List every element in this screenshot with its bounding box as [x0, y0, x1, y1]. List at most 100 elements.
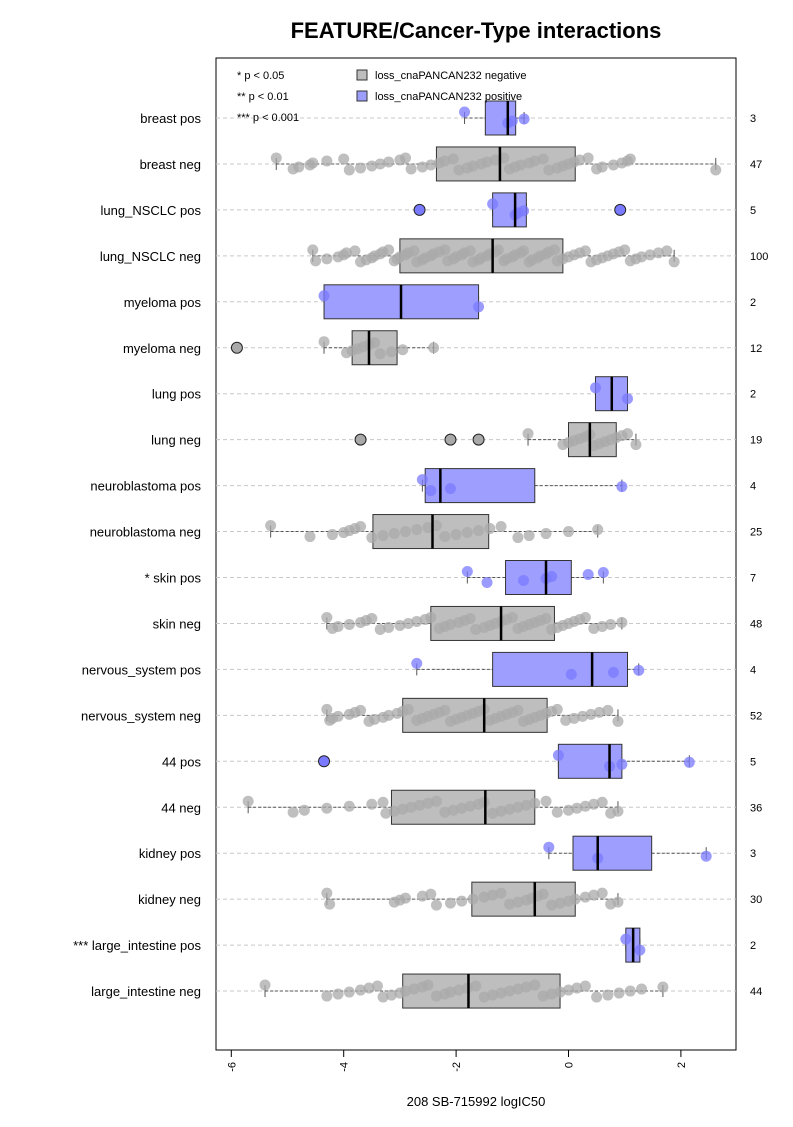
data-point [321, 155, 333, 167]
data-point [512, 896, 524, 908]
data-point [444, 897, 456, 909]
data-point [495, 521, 507, 533]
data-point [622, 393, 634, 405]
row-label: nervous_system neg [81, 708, 201, 723]
data-point [540, 795, 552, 807]
data-point [612, 715, 624, 727]
chart-title: FEATURE/Cancer-Type interactions [291, 18, 662, 43]
data-point [408, 983, 420, 995]
data-point [332, 988, 344, 1000]
data-point [470, 623, 482, 635]
data-point [374, 158, 386, 170]
data-point [385, 989, 397, 1001]
data-point [577, 710, 589, 722]
row-label: 44 pos [162, 754, 202, 769]
data-point [402, 703, 414, 715]
row-label: kidney neg [138, 892, 201, 907]
data-point [612, 896, 624, 908]
data-point [439, 155, 451, 167]
data-point [411, 615, 423, 627]
row-label: nervous_system pos [82, 662, 202, 677]
data-point [554, 986, 566, 998]
data-point [467, 893, 479, 905]
data-point [425, 888, 437, 900]
data-point [326, 529, 338, 541]
data-point [338, 153, 350, 165]
data-point [636, 251, 648, 263]
x-tick-label: 0 [564, 1062, 576, 1068]
data-point [343, 986, 355, 998]
data-point [383, 621, 395, 633]
data-point [416, 161, 428, 173]
data-point [422, 979, 434, 991]
data-point [405, 163, 417, 175]
data-point [332, 710, 344, 722]
row-count: 5 [750, 205, 756, 217]
data-point [453, 984, 465, 996]
significance-key-item: * p < 0.05 [237, 70, 284, 82]
data-point [506, 115, 518, 127]
data-point [453, 164, 465, 176]
outlier-point [444, 433, 457, 446]
data-point [461, 566, 473, 577]
data-point [495, 887, 507, 899]
data-point [425, 159, 437, 171]
row-label: neuroblastoma neg [90, 525, 201, 540]
data-point [444, 618, 456, 630]
data-point [411, 657, 423, 669]
data-point [518, 205, 530, 217]
data-point [439, 244, 451, 256]
data-point [484, 523, 496, 535]
row-count: 3 [750, 848, 756, 860]
row-label: kidney pos [139, 846, 202, 861]
row-label: skin neg [153, 616, 201, 631]
data-point [377, 796, 389, 808]
data-point [371, 980, 383, 992]
row-count: 2 [750, 297, 756, 309]
data-point [540, 528, 552, 540]
data-point [298, 804, 310, 816]
data-point [439, 704, 451, 716]
data-point [428, 342, 440, 354]
data-point [307, 244, 319, 256]
x-tick-label: -2 [451, 1062, 463, 1072]
data-point [408, 245, 420, 257]
data-point [551, 703, 563, 715]
x-axis-label: 208 SB-715992 logIC50 [407, 1094, 546, 1109]
data-point [385, 346, 397, 358]
data-point [602, 704, 614, 716]
data-point [624, 985, 636, 997]
significance-key-item: *** p < 0.001 [237, 112, 299, 124]
data-point [588, 622, 600, 634]
data-point [591, 991, 603, 1003]
data-point [661, 245, 673, 257]
data-point [579, 245, 591, 257]
data-point [422, 797, 434, 809]
row-label: lung_NSCLC neg [100, 249, 201, 264]
data-point [355, 521, 367, 533]
data-point [518, 113, 530, 125]
data-point [512, 983, 524, 995]
data-point [596, 887, 608, 899]
data-point [622, 428, 634, 440]
data-point [400, 152, 412, 164]
data-point [481, 156, 493, 168]
data-point [492, 244, 504, 256]
data-point [616, 481, 628, 493]
data-point [518, 575, 530, 586]
box-positive [572, 835, 653, 871]
data-point [447, 804, 459, 816]
data-point [388, 805, 400, 817]
outlier-point [413, 203, 426, 216]
row-label: lung neg [151, 433, 201, 448]
x-tick-label: -6 [226, 1062, 238, 1072]
data-point [571, 802, 583, 814]
row-label: breast pos [140, 111, 201, 126]
data-point [416, 474, 428, 486]
data-point [657, 981, 669, 993]
data-point [425, 485, 437, 497]
data-point [630, 439, 642, 451]
data-point [388, 528, 400, 540]
data-point [439, 531, 451, 543]
data-point [529, 797, 541, 809]
